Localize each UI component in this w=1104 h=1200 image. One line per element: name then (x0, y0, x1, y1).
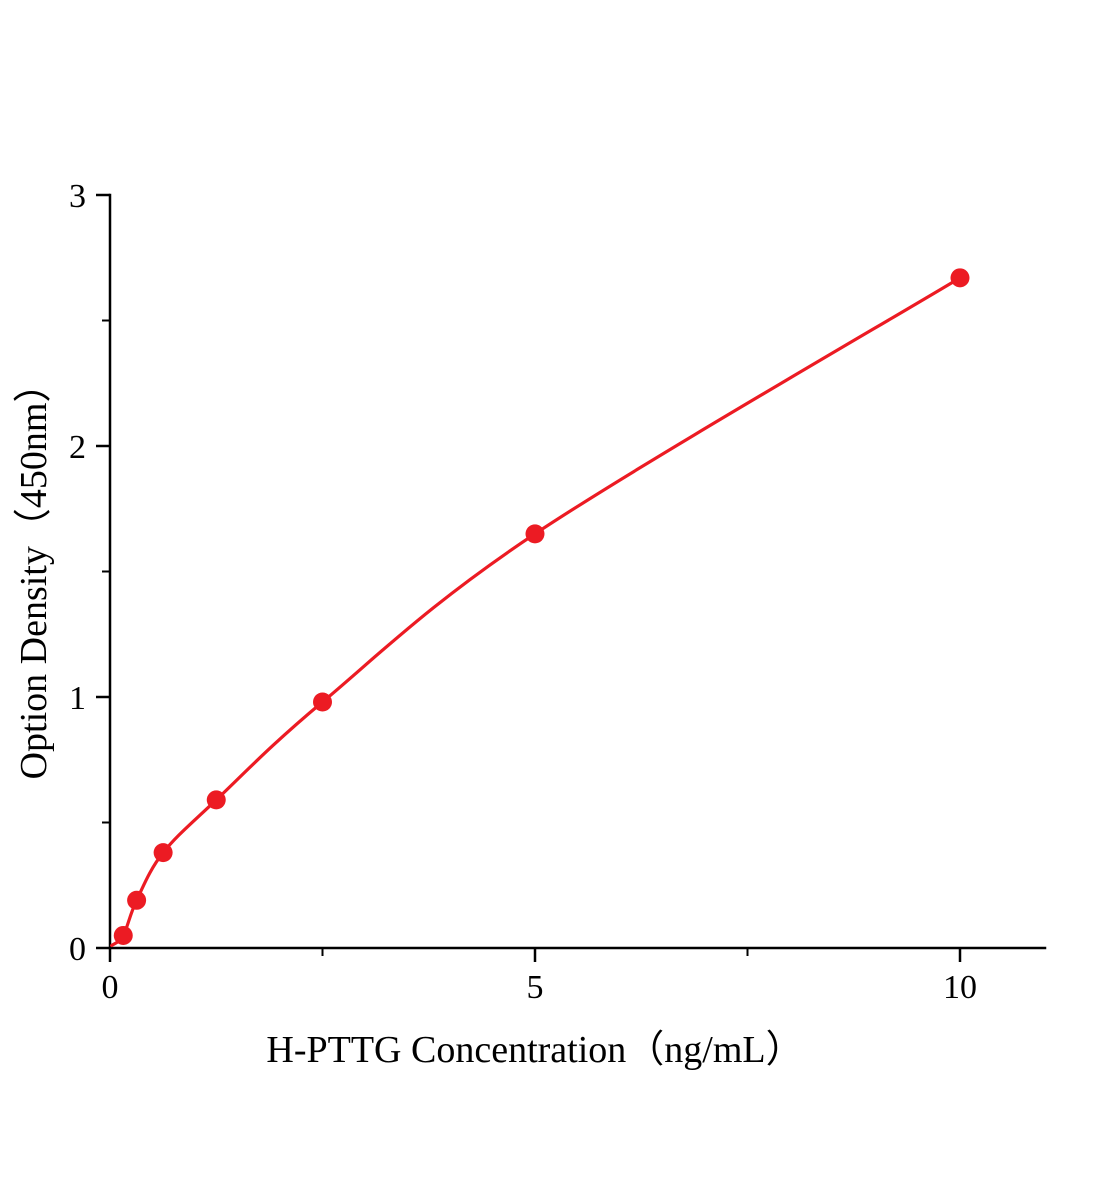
x-tick-label: 5 (527, 969, 544, 1006)
y-tick-label: 0 (69, 931, 86, 968)
y-tick-label: 2 (69, 429, 86, 466)
data-point-marker (950, 268, 970, 288)
axes-frame (108, 193, 1047, 950)
y-tick-label: 1 (69, 680, 86, 717)
data-point-marker (153, 843, 173, 863)
x-tick-label: 10 (943, 969, 977, 1006)
x-axis-title: H-PTTG Concentration（ng/mL） (266, 1029, 803, 1071)
data-point-marker (206, 790, 226, 810)
fit-curve (110, 276, 962, 948)
data-point-marker (313, 692, 332, 712)
x-tick-label: 0 (102, 969, 119, 1006)
y-tick-label: 3 (69, 178, 86, 215)
data-point-marker (127, 890, 147, 910)
data-point-marker (525, 524, 545, 544)
data-point-marker (113, 925, 133, 945)
y-axis-title: Option Density（450nm） (13, 365, 55, 780)
